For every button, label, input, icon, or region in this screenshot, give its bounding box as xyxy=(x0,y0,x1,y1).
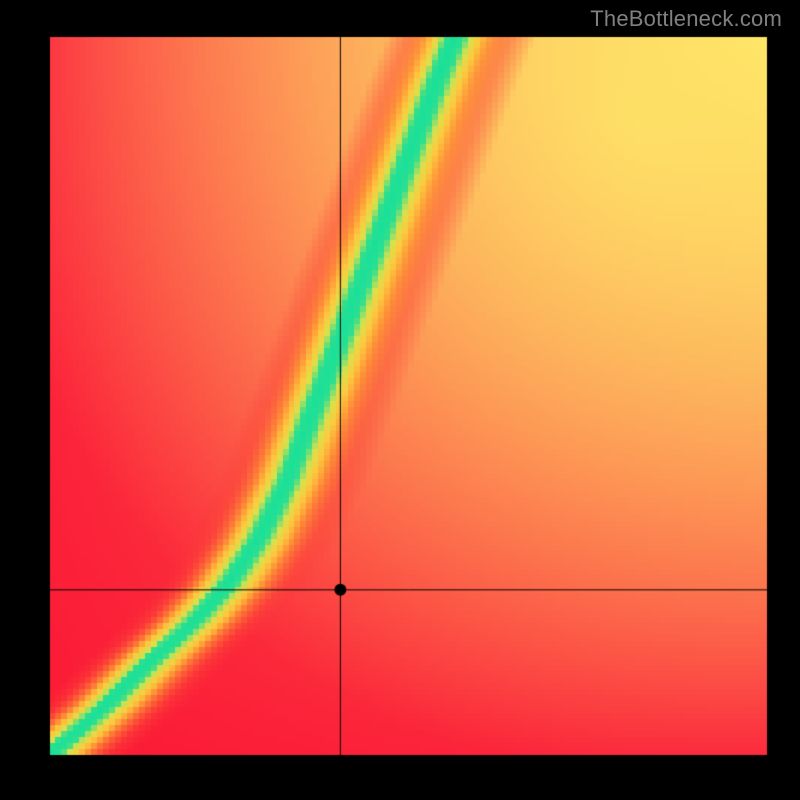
heatmap-canvas xyxy=(0,0,800,800)
watermark-text: TheBottleneck.com xyxy=(590,6,782,32)
chart-container: TheBottleneck.com xyxy=(0,0,800,800)
